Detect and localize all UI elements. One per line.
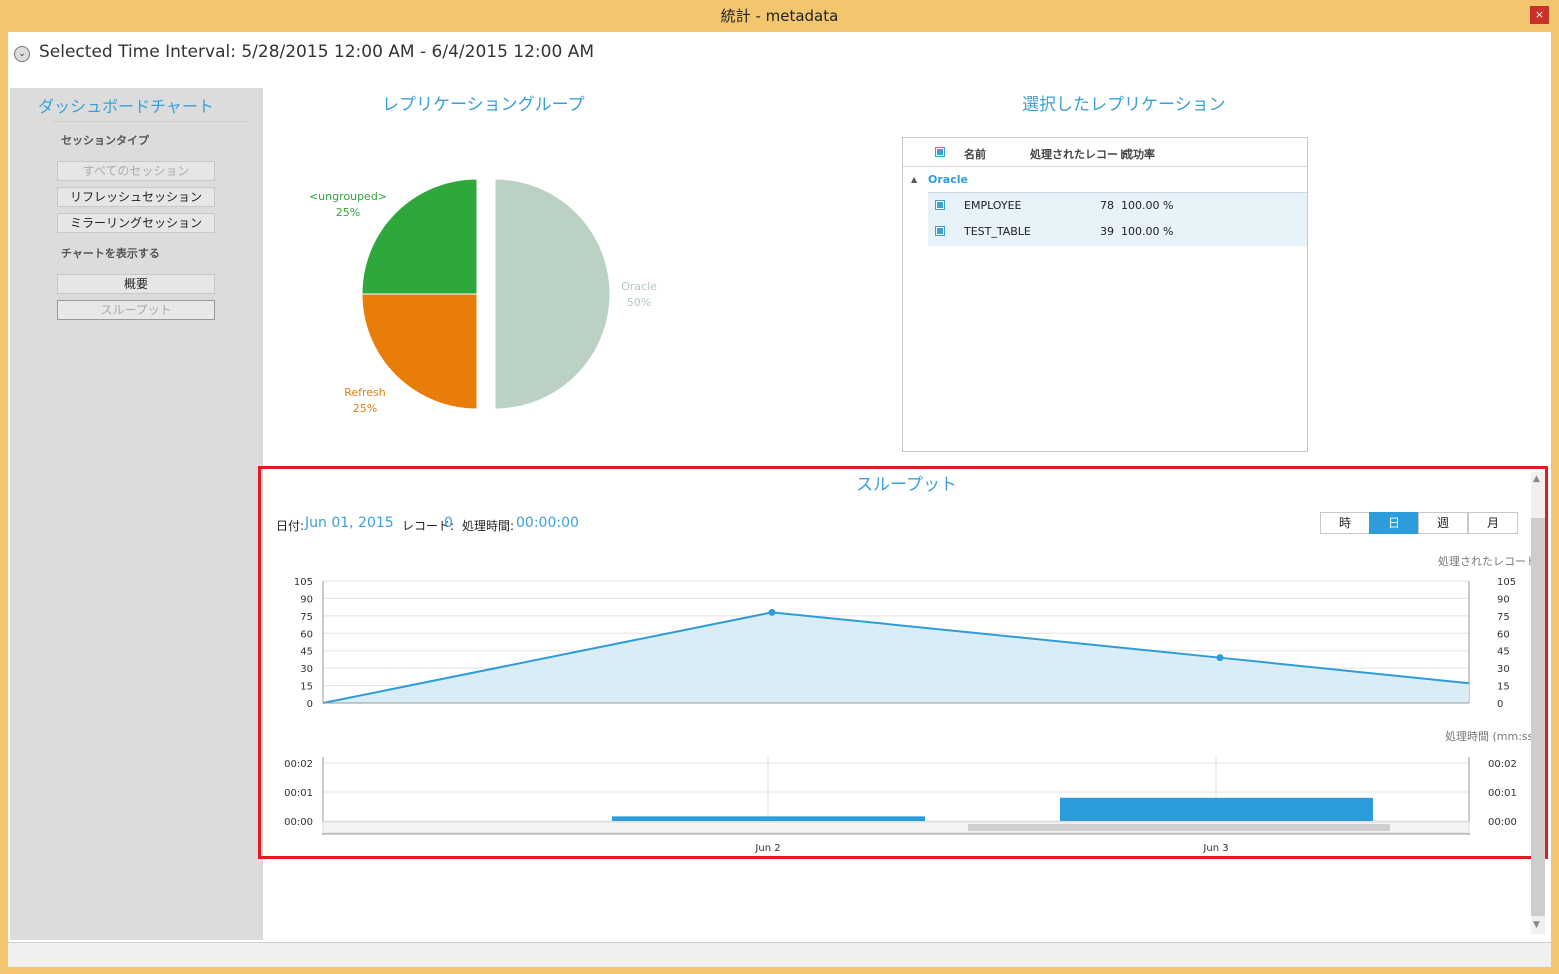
group-expand-icon[interactable]: ▲: [911, 175, 918, 184]
processing-time-bar-chart: 00:02 00:02 00:01 00:01 00:00 00:00 Jun 2 Jun 3: [284, 757, 1517, 854]
pie-slice-oracle: [494, 178, 611, 410]
row-records: 78: [1100, 199, 1114, 212]
y-tick-label-left: 15: [300, 682, 313, 693]
time-interval-label: Selected Time Interval: 5/28/2015 12:00 …: [39, 42, 594, 62]
row-name: TEST_TABLE: [964, 225, 1031, 238]
y-tick-label-left: 105: [294, 577, 313, 588]
records-area-fill: [323, 612, 1469, 703]
records-data-point: [768, 608, 776, 616]
vertical-scrollbar-thumb[interactable]: [1531, 518, 1545, 916]
status-bar: [8, 942, 1551, 967]
row-records: 39: [1100, 225, 1114, 238]
collapse-icon[interactable]: ⌄: [14, 46, 30, 62]
y-tick-label-right: 15: [1497, 682, 1510, 693]
records-series-line: [322, 611, 1470, 704]
pie-slice-ungrouped: [361, 178, 478, 295]
y-tick-label-left: 0: [307, 699, 313, 710]
mirroring-session-button[interactable]: ミラーリングセッション: [57, 213, 215, 233]
row-checkbox[interactable]: [935, 226, 945, 236]
column-header-records[interactable]: 処理されたレコード: [1030, 148, 1129, 161]
records-axis-title: 処理されたレコード: [1438, 555, 1537, 568]
pie-label-refresh-name: Refresh: [344, 386, 386, 399]
period-hour-button[interactable]: 時: [1320, 512, 1370, 534]
processing-time-label: 処理時間:: [462, 519, 515, 533]
pie-label-refresh: Refresh 25%: [330, 385, 400, 417]
period-week-button[interactable]: 週: [1418, 512, 1468, 534]
refresh-session-button[interactable]: リフレッシュセッション: [57, 187, 215, 207]
records-data-point: [1216, 654, 1224, 662]
replication-grid: [902, 137, 1308, 452]
period-day-button[interactable]: 日: [1369, 512, 1419, 534]
pie-label-ungrouped: <ungrouped> 25%: [308, 189, 388, 221]
processing-time-value: 00:00:00: [516, 515, 579, 531]
date-label: 日付:: [276, 519, 305, 533]
y-tick-label-left: 75: [300, 612, 313, 623]
y-tick-label-right: 90: [1497, 594, 1510, 605]
time-axis-title: 処理時間 (mm:ss): [1445, 730, 1538, 743]
y-tick-label-left: 60: [300, 629, 313, 640]
pie-label-oracle: Oracle 50%: [613, 279, 665, 311]
x-tick-label: Jun 3: [1202, 843, 1228, 854]
time-bar: [612, 816, 925, 821]
y-tick-label-left: 30: [300, 664, 313, 675]
y-tick-label-right: 0: [1497, 699, 1503, 710]
selected-replication-title: 選択したレプリケーション: [1022, 95, 1226, 115]
y-tick-label-right: 60: [1497, 629, 1510, 640]
replication-group-pie: [361, 178, 611, 410]
row-rate: 100.00 %: [1121, 225, 1174, 238]
y-tick-label-right: 45: [1497, 647, 1510, 658]
throughput-highlight-frame: [258, 466, 1548, 859]
date-value: Jun 01, 2015: [305, 515, 394, 531]
time-tick-label-right: 00:01: [1488, 788, 1517, 799]
records-area-chart: 105 105 90 90 75 75 60 60 45 45 30 30 15 15 0 0: [294, 577, 1516, 710]
throughput-button[interactable]: スループット: [57, 300, 215, 320]
records-value: 0: [444, 515, 453, 531]
time-tick-label-right: 00:00: [1488, 817, 1517, 828]
scroll-up-icon[interactable]: ▲: [1533, 474, 1540, 484]
time-tick-label-left: 00:00: [284, 817, 313, 828]
records-label: レコード:: [402, 519, 455, 533]
pie-label-ungrouped-name: <ungrouped>: [308, 190, 388, 203]
sidebar-divider: [52, 121, 248, 122]
sidebar-title: ダッシュボードチャート: [38, 97, 214, 116]
row-name: EMPLOYEE: [964, 199, 1022, 212]
time-tick-label-left: 00:02: [284, 759, 313, 770]
row-rate: 100.00 %: [1121, 199, 1174, 212]
throughput-title: スループット: [856, 475, 957, 495]
column-header-rate[interactable]: 成功率: [1122, 148, 1155, 161]
grid-header-divider: [903, 166, 1307, 167]
close-button[interactable]: ×: [1530, 6, 1549, 24]
session-type-label: セッションタイプ: [61, 134, 149, 147]
y-tick-label-right: 75: [1497, 612, 1510, 623]
range-scrollbar-thumb: [968, 824, 1390, 831]
y-tick-label-right: 30: [1497, 664, 1510, 675]
y-tick-label-left: 90: [300, 594, 313, 605]
y-tick-label-left: 45: [300, 647, 313, 658]
scroll-down-icon[interactable]: ▼: [1533, 920, 1540, 930]
time-tick-label-left: 00:01: [284, 788, 313, 799]
period-month-button[interactable]: 月: [1468, 512, 1518, 534]
show-chart-label: チャートを表示する: [61, 247, 160, 260]
row-checkbox[interactable]: [935, 200, 945, 210]
pie-label-refresh-value: 25%: [352, 402, 378, 415]
time-tick-label-right: 00:02: [1488, 759, 1517, 770]
overview-button[interactable]: 概要: [57, 274, 215, 294]
time-bar: [1060, 797, 1373, 821]
column-header-name[interactable]: 名前: [964, 148, 986, 161]
pie-label-oracle-value: 50%: [626, 296, 652, 309]
x-tick-label: Jun 2: [754, 843, 780, 854]
range-scrollbar: [322, 821, 1470, 834]
window-title: 統計 - metadata: [720, 7, 839, 25]
pie-label-oracle-name: Oracle: [621, 280, 657, 293]
replication-group-title: レプリケーショングループ: [382, 95, 585, 115]
all-sessions-button[interactable]: すべてのセッション: [57, 161, 215, 181]
select-all-checkbox[interactable]: [935, 147, 945, 157]
y-tick-label-right: 105: [1497, 577, 1516, 588]
group-row-oracle[interactable]: Oracle: [928, 173, 968, 186]
pie-slice-refresh: [361, 293, 478, 410]
group-rows-background: [928, 192, 1307, 246]
title-bar: [0, 0, 1559, 32]
pie-label-ungrouped-value: 25%: [335, 206, 361, 219]
